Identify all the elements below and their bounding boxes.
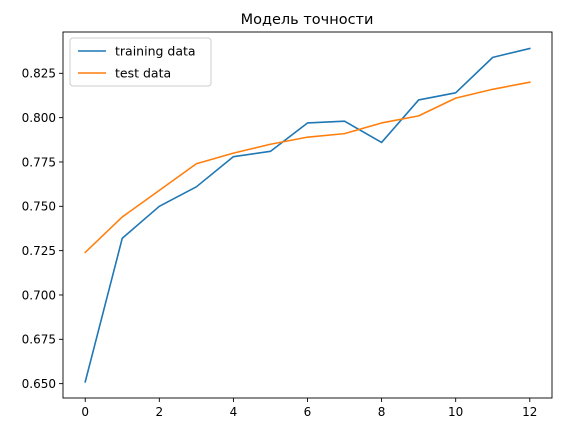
series-layer xyxy=(84,47,531,383)
x-axis: 0 2 4 6 8 10 12 xyxy=(81,398,537,419)
x-tick-label: 0 xyxy=(81,405,89,419)
y-tick-label: 0.675 xyxy=(22,333,56,347)
legend-label: test data xyxy=(115,66,171,81)
x-tick-label: 6 xyxy=(304,405,312,419)
y-tick-label: 0.750 xyxy=(22,200,56,214)
y-axis: 0.650 0.675 0.700 0.725 0.750 0.775 0.800 0.825 xyxy=(22,67,63,391)
x-tick-label: 10 xyxy=(448,405,463,419)
legend-box xyxy=(69,37,212,87)
y-tick-label: 0.700 xyxy=(22,288,56,302)
y-tick-label: 0.800 xyxy=(22,111,56,125)
x-tick-label: 8 xyxy=(378,405,386,419)
x-tick-label: 2 xyxy=(155,405,163,419)
axes-frame xyxy=(62,31,553,399)
x-tick-label: 12 xyxy=(522,405,537,419)
y-tick-label: 0.650 xyxy=(22,377,56,391)
y-tick-label: 0.825 xyxy=(22,67,56,81)
chart-title: Модель точности xyxy=(241,12,374,28)
x-tick-label: 4 xyxy=(230,405,238,419)
legend-label: training data xyxy=(115,44,196,59)
series-line-test xyxy=(84,81,531,254)
series-line-training xyxy=(84,47,531,383)
y-tick-label: 0.725 xyxy=(22,244,56,258)
y-tick-label: 0.775 xyxy=(22,155,56,169)
legend: training data test data xyxy=(69,37,212,87)
